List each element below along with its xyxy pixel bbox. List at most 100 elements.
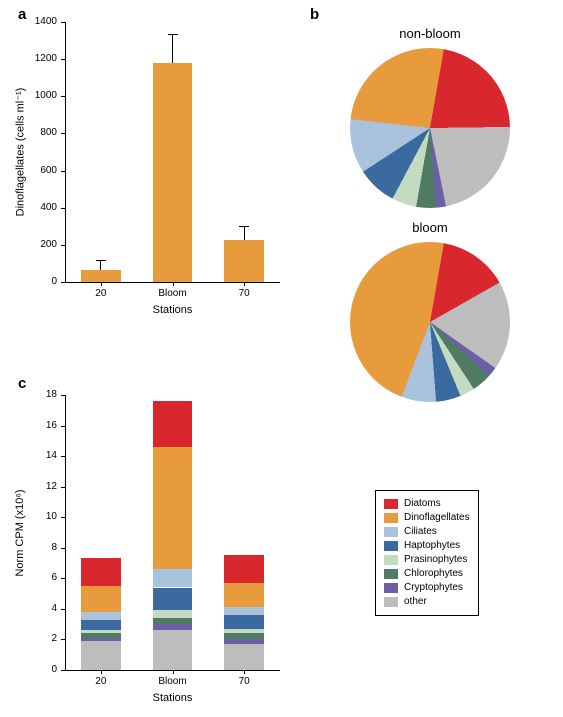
legend-label: Cryptophytes (404, 581, 463, 595)
panel-c-ytick-label: 4 (27, 603, 57, 614)
panel-a-ytick (61, 282, 65, 283)
panel-a-ytick (61, 133, 65, 134)
legend-swatch (384, 569, 398, 579)
panel-c-ytick (61, 426, 65, 427)
panel-c-bar-segment (153, 588, 192, 611)
panel-c-ytick (61, 395, 65, 396)
panel-a-bar (153, 63, 192, 282)
panel-c-bar-segment (224, 633, 263, 639)
panel-c-bar-segment (81, 630, 120, 633)
panel-c-ytick-label: 16 (27, 420, 57, 431)
panel-c-bar-segment (81, 641, 120, 670)
panel-a-ylabel: Dinoflagellates (cells ml⁻¹) (14, 88, 27, 217)
panel-c-bar-segment (224, 629, 263, 634)
panel-c-ytick-label: 14 (27, 450, 57, 461)
panel-c-bar-segment (81, 633, 120, 638)
panel-a-ytick-label: 0 (27, 276, 57, 287)
legend-swatch (384, 527, 398, 537)
panel-c-ytick (61, 487, 65, 488)
legend-label: Dinoflagellates (404, 511, 470, 525)
panel-a-ytick (61, 171, 65, 172)
pie-title: bloom (412, 220, 447, 235)
legend-label: Prasinophytes (404, 553, 467, 567)
panel-c-label: c (18, 375, 26, 392)
panel-a-label: a (18, 6, 26, 23)
panel-a-ytick (61, 208, 65, 209)
panel-a-ytick (61, 96, 65, 97)
panel-a-errorbar (100, 260, 101, 270)
panel-c-bar-segment (224, 583, 263, 607)
panel-c-bar-segment (153, 569, 192, 587)
panel-c-bar-segment (153, 618, 192, 624)
panel-a-xtick (173, 282, 174, 286)
panel-c-bar-segment (153, 624, 192, 630)
panel-a-ytick-label: 1200 (27, 53, 57, 64)
panel-c-bar-segment (81, 620, 120, 631)
panel-a-ytick-label: 1400 (27, 16, 57, 27)
panel-c-xtick-label: 70 (239, 676, 250, 687)
panel-c-xtick (244, 670, 245, 674)
legend-swatch (384, 583, 398, 593)
legend-row: Haptophytes (384, 539, 470, 553)
panel-a-errorcap (239, 226, 249, 227)
panel-c-ylabel: Norm CPM (x10⁶) (14, 489, 26, 576)
panel-c-bar-segment (81, 612, 120, 620)
legend-swatch (384, 555, 398, 565)
panel-b-label: b (310, 6, 319, 23)
legend-swatch (384, 513, 398, 523)
panel-c-ytick-label: 2 (27, 633, 57, 644)
panel-a-xtick-label: 70 (239, 288, 250, 299)
panel-a-ytick-label: 1000 (27, 90, 57, 101)
panel-c-bar-segment (224, 607, 263, 615)
legend-label: Chlorophytes (404, 567, 463, 581)
panel-c-bar-segment (81, 638, 120, 641)
panel-c-ytick (61, 639, 65, 640)
panel-c-bar-segment (153, 610, 192, 618)
panel-c-ytick (61, 578, 65, 579)
panel-c-ytick-label: 12 (27, 481, 57, 492)
panel-c-ytick (61, 548, 65, 549)
panel-c-bar-segment (224, 555, 263, 583)
panel-c-ytick-label: 10 (27, 511, 57, 522)
legend-swatch (384, 541, 398, 551)
panel-a-ytick (61, 59, 65, 60)
panel-c-bar-segment (224, 644, 263, 670)
panel-c-y-axis (65, 395, 66, 670)
panel-a-bar (81, 270, 120, 282)
legend-row: Prasinophytes (384, 553, 470, 567)
legend-row: Ciliates (384, 525, 470, 539)
panel-c-xtick-label: Bloom (158, 676, 186, 687)
legend-swatch (384, 499, 398, 509)
panel-a-ytick-label: 200 (27, 239, 57, 250)
panel-c-ytick-label: 6 (27, 572, 57, 583)
legend-label: Diatoms (404, 497, 441, 511)
legend-row: other (384, 595, 470, 609)
legend-label: Ciliates (404, 525, 437, 539)
panel-c-bar-segment (224, 639, 263, 644)
panel-c-ytick-label: 18 (27, 389, 57, 400)
legend-label: other (404, 595, 427, 609)
panel-a-bar (224, 240, 263, 282)
panel-c-bar-segment (153, 630, 192, 670)
panel-a-y-axis (65, 22, 66, 282)
legend-swatch (384, 597, 398, 607)
panel-a-xtick (101, 282, 102, 286)
pie-title: non-bloom (399, 26, 460, 41)
panel-c-xtick-label: 20 (95, 676, 106, 687)
panel-c-ytick-label: 8 (27, 542, 57, 553)
panel-c-ytick-label: 0 (27, 664, 57, 675)
panel-a-errorbar (244, 226, 245, 240)
panel-c-bar-segment (153, 401, 192, 447)
legend: DiatomsDinoflagellatesCiliatesHaptophyte… (375, 490, 479, 616)
panel-a-ytick-label: 600 (27, 165, 57, 176)
panel-c-xlabel: Stations (153, 692, 193, 704)
panel-c-ytick (61, 609, 65, 610)
panel-a-ytick-label: 400 (27, 202, 57, 213)
panel-a-xlabel: Stations (153, 304, 193, 316)
legend-row: Cryptophytes (384, 581, 470, 595)
panel-c-xtick (101, 670, 102, 674)
panel-a-xtick-label: 20 (95, 288, 106, 299)
panel-c-bar-segment (81, 558, 120, 586)
panel-a-xtick-label: Bloom (158, 288, 186, 299)
panel-c-bar-segment (224, 615, 263, 629)
